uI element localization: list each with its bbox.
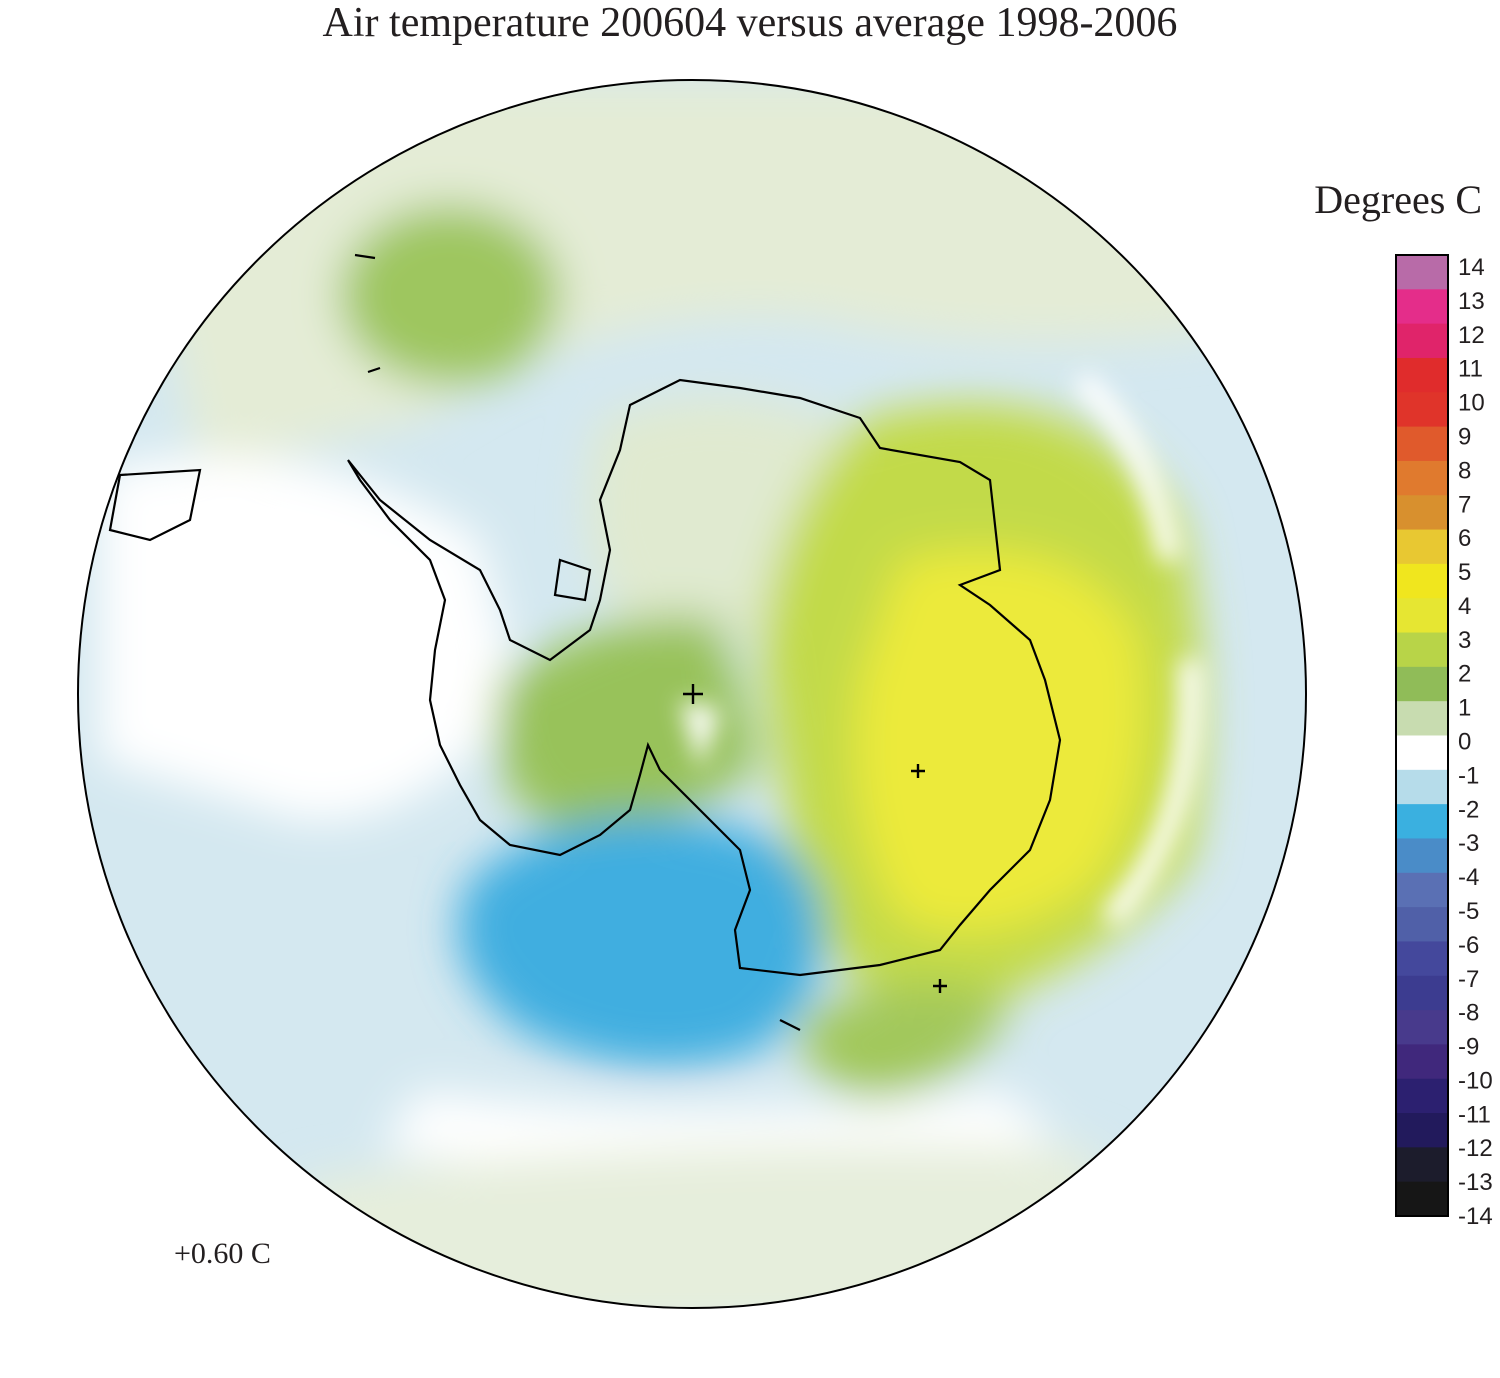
colorbar-segment <box>1396 1078 1448 1114</box>
colorbar-segment <box>1396 1147 1448 1183</box>
blue-ross-zone <box>457 816 824 1066</box>
colorbar-tick-label: 11 <box>1458 356 1483 383</box>
map-boundary-circle <box>77 79 1307 1309</box>
colorbar-segment <box>1396 255 1448 290</box>
green-blob-upper-left <box>340 205 560 385</box>
colorbar-segment <box>1396 632 1448 668</box>
colorbar-segment <box>1396 460 1448 496</box>
colorbar-segment <box>1396 1010 1448 1045</box>
map-title: Air temperature 200604 versus average 19… <box>322 0 1178 46</box>
colorbar-segment <box>1396 872 1448 908</box>
antarctica-coastline <box>108 253 1062 1031</box>
south-pole-marker <box>683 684 703 704</box>
colorbar-segment <box>1396 769 1448 805</box>
colorbar-segment <box>1396 563 1448 599</box>
colorbar-segment <box>1396 907 1448 942</box>
colorbar-tick-label: 3 <box>1458 627 1471 654</box>
colorbar-segment <box>1396 941 1448 977</box>
mean-anomaly-label: +0.60 C <box>174 1237 271 1270</box>
colorbar-segment <box>1396 323 1448 359</box>
colorbar-segment <box>1396 426 1448 462</box>
colorbar-segment <box>1396 392 1448 428</box>
colorbar-segment <box>1396 1181 1448 1217</box>
colorbar-segment <box>1396 357 1448 393</box>
colorbar-tick-label: -5 <box>1458 898 1479 925</box>
colorbar-tick-label: -13 <box>1458 1169 1493 1196</box>
colorbar-tick-label: -12 <box>1458 1135 1493 1162</box>
colorbar-tick-label: -2 <box>1458 796 1479 823</box>
colorbar-segment <box>1396 1044 1448 1080</box>
grid-cross-southeast <box>933 979 947 993</box>
colorbar-segment <box>1396 1113 1448 1148</box>
colorbar-tick-label: 6 <box>1458 525 1471 552</box>
colorbar-tick-label: 1 <box>1458 695 1471 722</box>
colorbar-tick-label: -8 <box>1458 1000 1479 1027</box>
colorbar-tick-label: -9 <box>1458 1034 1479 1061</box>
colorbar-segments <box>1396 255 1448 1217</box>
colorbar-segment <box>1396 975 1448 1011</box>
grid-marks <box>683 684 947 993</box>
colorbar-segment <box>1396 495 1448 531</box>
colorbar-tick-label: 12 <box>1458 322 1485 349</box>
colorbar-tick-label: 0 <box>1458 729 1471 756</box>
colorbar-tick-label: 4 <box>1458 593 1471 620</box>
grid-cross-east <box>911 764 925 778</box>
white-west-zone <box>100 455 520 821</box>
colorbar-tick-label: 9 <box>1458 423 1471 450</box>
colorbar-tick-label: 2 <box>1458 661 1471 688</box>
colorbar-unit-label: Degrees C <box>1314 177 1482 222</box>
colorbar-tick-label: 8 <box>1458 457 1471 484</box>
colorbar-segment <box>1396 598 1448 634</box>
green-peninsula-zone <box>496 616 760 830</box>
colorbar-tick-label: 13 <box>1458 288 1485 315</box>
colorbar-frame <box>1395 254 1449 1217</box>
colorbar-tick-label: -7 <box>1458 966 1479 993</box>
colorbar-tick-label: 10 <box>1458 390 1485 417</box>
colorbar-segment <box>1396 735 1448 771</box>
green-southeast-tongue <box>800 984 1010 1100</box>
colorbar-segment <box>1396 289 1448 325</box>
colorbar-segment <box>1396 666 1448 702</box>
colorbar-tick-label: -14 <box>1458 1203 1493 1230</box>
colorbar-tick-label: 14 <box>1458 254 1485 281</box>
colorbar-segment <box>1396 838 1448 874</box>
colorbar-tick-label: 7 <box>1458 491 1471 518</box>
yellow-east-zone <box>855 550 1145 934</box>
colorbar-tick-label: -3 <box>1458 830 1479 857</box>
colorbar-segment <box>1396 701 1448 736</box>
colorbar-segment <box>1396 804 1448 839</box>
colorbar: 14131211109876543210-1-2-3-4-5-6-7-8-9-1… <box>1395 254 1493 1230</box>
colorbar-tick-label: -11 <box>1458 1101 1491 1128</box>
colorbar-tick-label: 5 <box>1458 559 1471 586</box>
anomaly-field <box>78 80 1306 1308</box>
colorbar-segment <box>1396 529 1448 565</box>
colorbar-tick-label: -1 <box>1458 762 1479 789</box>
colorbar-tick-label: -10 <box>1458 1067 1493 1094</box>
colorbar-tick-label: -6 <box>1458 932 1479 959</box>
colorbar-tick-label: -4 <box>1458 864 1479 891</box>
